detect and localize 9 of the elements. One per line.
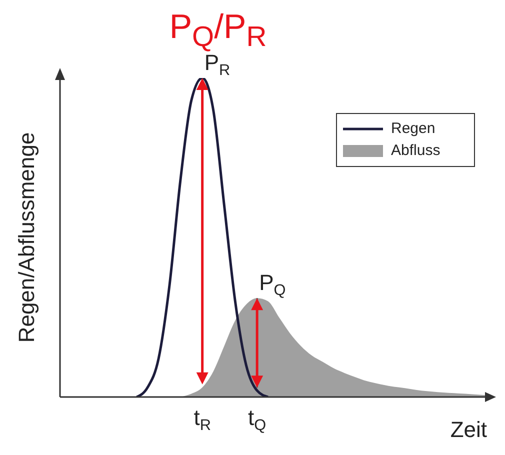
legend-label: Regen — [391, 119, 436, 139]
x-tick-label: t$_{R}$ — [194, 405, 211, 434]
y-axis-title: Regen/Abflussmenge — [14, 132, 39, 343]
annotation: P$_{R}$ — [204, 50, 230, 78]
x-tick-label: t$_{Q}$ — [248, 405, 266, 434]
legend-label: Abfluss — [391, 141, 440, 161]
annotation: P$_{Q}$ — [259, 270, 286, 299]
x-axis-title: Zeit — [450, 417, 487, 442]
chart-title: P$_{Q}$/P$_{R}$ — [169, 8, 267, 53]
